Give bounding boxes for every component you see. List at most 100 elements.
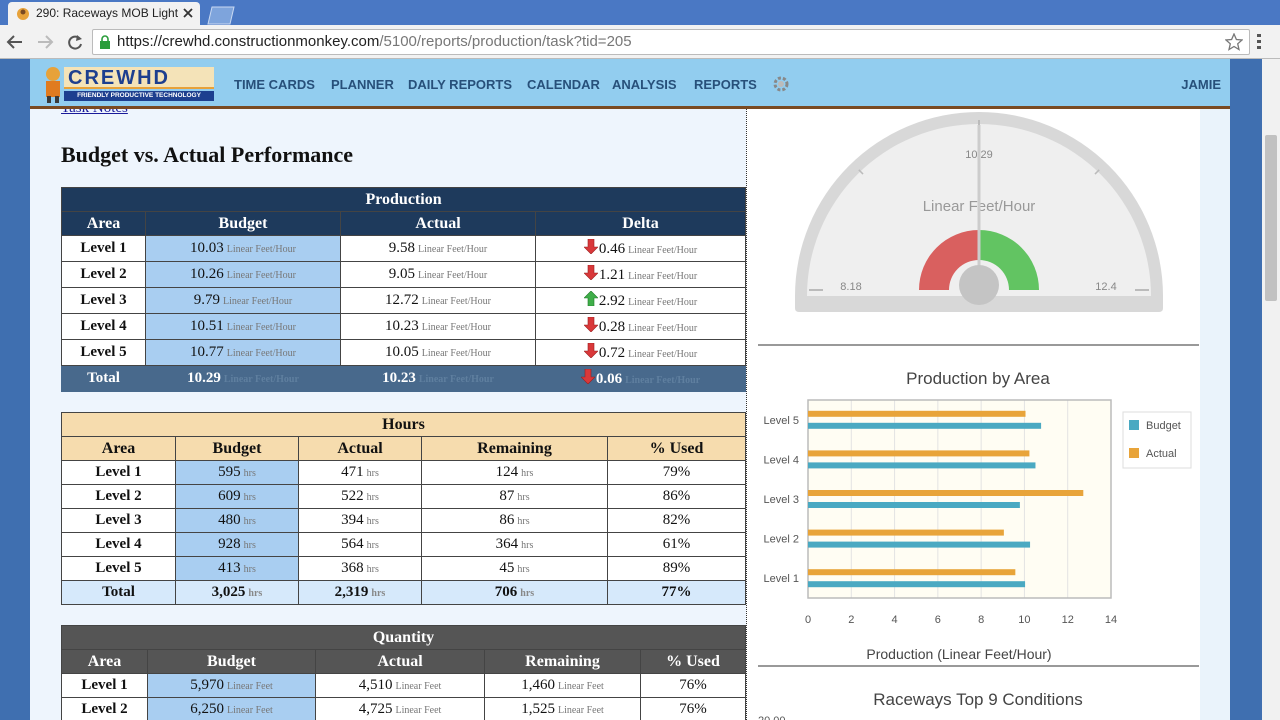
- gauge-band: [979, 230, 1039, 290]
- favicon: [17, 8, 29, 20]
- gauge-minor-tick: [858, 169, 864, 175]
- budget-value: 3,025: [211, 584, 246, 600]
- tab[interactable]: 290: Raceways MOB Light: [8, 2, 200, 25]
- used-value: 76%: [679, 701, 707, 717]
- url-host-text: https://crewhd.constructionmonkey.com: [117, 33, 380, 50]
- logo[interactable]: CREWHD FRIENDLY PRODUCTIVE TECHNOLOGY: [40, 65, 214, 103]
- bookmark-star[interactable]: [1225, 33, 1243, 51]
- x-tick-label: 8: [978, 614, 984, 626]
- actual-value: 10.23: [382, 370, 416, 386]
- arrow-shape: [583, 264, 599, 281]
- actual-value: 4,510: [358, 677, 393, 693]
- bar: [808, 490, 1084, 496]
- nav-item[interactable]: CALENDAR: [527, 77, 600, 92]
- url-field[interactable]: https://crewhd.constructionmonkey.com/51…: [92, 29, 1250, 55]
- bar: [808, 502, 1020, 508]
- actual-value: 10.23: [385, 318, 419, 334]
- chart-title: Production by Area: [906, 369, 1050, 388]
- remaining-value: 364: [495, 536, 519, 552]
- used-value: 82%: [662, 512, 691, 528]
- delta-value: 1.21: [598, 267, 626, 283]
- unit: Linear Feet/Hour: [226, 348, 296, 359]
- nav-item[interactable]: REPORTS: [694, 77, 757, 92]
- budget-cell: 6,250 Linear Feet: [147, 697, 316, 720]
- remaining-cell: 45 hrs: [421, 556, 608, 581]
- unit: Linear Feet/Hour: [628, 297, 698, 308]
- x-axis-label: Production (Linear Feet/Hour): [866, 646, 1051, 662]
- table-body: Quantity Area Budget Actual Remaining% Used L…: [61, 625, 746, 720]
- quantity-table: Quantity Area Budget Actual Remaining% Used L…: [61, 625, 746, 720]
- unit: Linear Feet/Hour: [418, 244, 488, 255]
- area-label: Level 1: [81, 677, 128, 693]
- new-tab[interactable]: [204, 5, 238, 25]
- task-notes-link[interactable]: Task Notes: [61, 109, 128, 117]
- nav-item[interactable]: ANALYSIS: [612, 77, 677, 92]
- unit: Linear Feet/Hour: [418, 270, 488, 281]
- area-label: Level 2: [80, 266, 127, 282]
- nav-bar: CREWHD FRIENDLY PRODUCTIVE TECHNOLOGY TI…: [30, 59, 1230, 109]
- used-cell: 76%: [640, 697, 746, 720]
- gauge-minor-tick: [1094, 169, 1100, 175]
- settings-gear[interactable]: [772, 75, 790, 93]
- budget-value: 928: [218, 536, 241, 552]
- actual-cell: 368 hrs: [298, 556, 422, 581]
- area-cell: Total: [61, 580, 176, 605]
- address-bar: https://crewhd.constructionmonkey.com/51…: [0, 25, 1280, 59]
- column-header: % Used: [640, 649, 746, 674]
- column-header: Area: [61, 436, 176, 461]
- remaining-cell: 1,525 Linear Feet: [484, 697, 641, 720]
- tab-close[interactable]: [183, 8, 193, 18]
- scrollbar[interactable]: [1262, 59, 1280, 720]
- budget-cell: 595 hrs: [175, 460, 299, 485]
- unit: Linear Feet: [226, 681, 273, 692]
- unit: Linear Feet/Hour: [226, 322, 296, 333]
- data-row: Level 2 609 hrs 522 hrs 87 hrs 86%: [61, 484, 746, 509]
- nav-item[interactable]: TIME CARDS: [234, 77, 315, 92]
- remaining-cell: 86 hrs: [421, 508, 608, 533]
- area-label: Total: [102, 584, 135, 600]
- budget-cell: 10.03 Linear Feet/Hour: [145, 235, 341, 262]
- column-header: Budget: [145, 211, 341, 236]
- budget-cell: 3,025 hrs: [175, 580, 299, 605]
- x-tick-label: 0: [805, 614, 811, 626]
- scroll-thumb[interactable]: [1265, 135, 1277, 301]
- user-menu[interactable]: JAMIE: [1181, 77, 1221, 92]
- budget-cell: 609 hrs: [175, 484, 299, 509]
- actual-cell: 12.72 Linear Feet/Hour: [340, 287, 536, 314]
- nav-buttons[interactable]: [6, 33, 86, 51]
- delta-value: 0.28: [598, 319, 626, 335]
- budget-cell: 480 hrs: [175, 508, 299, 533]
- budget-cell: 928 hrs: [175, 532, 299, 557]
- actual-value: 394: [341, 512, 364, 528]
- budget-value: 595: [218, 464, 241, 480]
- budget-cell: 10.77 Linear Feet/Hour: [145, 339, 341, 366]
- total-row: Total 10.29 Linear Feet/Hour 10.23 Linear Fe…: [61, 365, 746, 392]
- unit: Linear Feet/Hour: [418, 374, 494, 385]
- arrow-shape: [583, 290, 599, 307]
- used-cell: 89%: [607, 556, 746, 581]
- used-value: 79%: [662, 464, 691, 480]
- menu-button[interactable]: [1257, 34, 1263, 50]
- actual-cell: 522 hrs: [298, 484, 422, 509]
- table-title: Hours: [61, 412, 746, 437]
- data-row: Level 2 10.26 Linear Feet/Hour 9.05 Linear F…: [61, 261, 746, 288]
- unit: Linear Feet/Hour: [628, 349, 698, 360]
- delta-arrow: [583, 290, 599, 307]
- logo-text: CREWHD: [64, 67, 214, 89]
- column-header: Actual: [315, 649, 485, 674]
- budget-cell: 9.79 Linear Feet/Hour: [145, 287, 341, 314]
- title-row: Hours: [61, 412, 746, 437]
- delta-arrow: [583, 342, 599, 359]
- nav-item[interactable]: PLANNER: [331, 77, 394, 92]
- budget-value: 10.51: [190, 318, 224, 334]
- plot-area: [807, 399, 1112, 599]
- column-header: Remaining: [421, 436, 608, 461]
- table-body: Hours Area Budget Actual Remaining% Used Leve…: [61, 412, 746, 605]
- unit: Linear Feet/Hour: [421, 296, 491, 307]
- data-row: Level 3 9.79 Linear Feet/Hour 12.72 Linear F…: [61, 287, 746, 314]
- delta-value: 0.06: [595, 371, 623, 387]
- x-tick-label: 4: [892, 614, 898, 626]
- remaining-value: 1,525: [521, 701, 555, 717]
- unit: hrs: [517, 492, 530, 503]
- nav-item[interactable]: DAILY REPORTS: [408, 77, 513, 92]
